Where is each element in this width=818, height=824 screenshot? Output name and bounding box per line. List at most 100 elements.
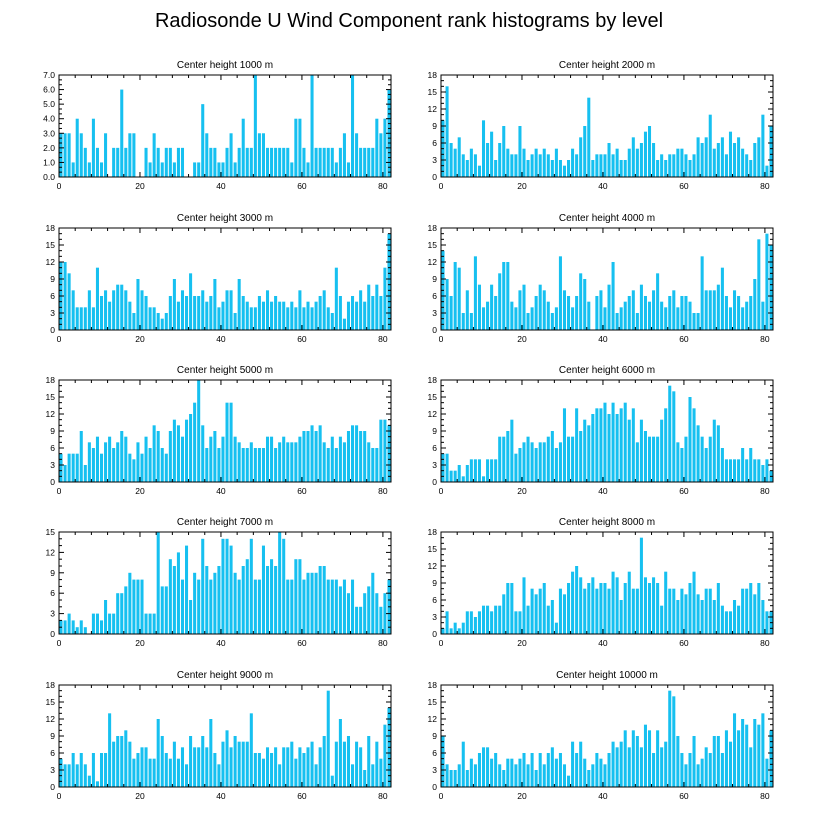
histogram-bar — [265, 566, 270, 634]
histogram-bar — [95, 613, 99, 634]
histogram-bar — [290, 442, 294, 482]
y-tick-label: 3 — [432, 460, 437, 470]
histogram-bar — [522, 577, 526, 634]
histogram-bar — [221, 538, 225, 634]
histogram-bar — [700, 143, 704, 177]
histogram-bar — [575, 408, 579, 482]
histogram-bar — [522, 148, 526, 177]
histogram-bar — [587, 583, 591, 634]
histogram-bar — [558, 160, 562, 177]
histogram-bar — [375, 593, 379, 634]
histogram-bar — [627, 419, 631, 482]
histogram-bar — [522, 284, 526, 330]
histogram-bar — [603, 402, 607, 482]
histogram-bar — [185, 419, 189, 482]
histogram-bar — [595, 588, 599, 634]
histogram-bar — [310, 741, 314, 787]
histogram-bar — [575, 154, 579, 177]
histogram-bar — [140, 453, 144, 482]
histogram-bar — [623, 583, 627, 634]
histogram-bar — [684, 594, 688, 634]
histogram-bar — [575, 566, 579, 634]
histogram-bar — [526, 313, 530, 330]
histogram-bar — [99, 453, 104, 482]
histogram-bar — [245, 301, 249, 330]
histogram-bar — [473, 459, 477, 482]
histogram-bar — [140, 747, 144, 787]
histogram-bar — [290, 162, 294, 177]
histogram-bar — [615, 414, 619, 482]
histogram-bar — [152, 133, 156, 177]
histogram-bar — [298, 118, 302, 177]
histogram-bar — [241, 118, 245, 177]
histogram-bar — [712, 419, 716, 482]
histogram-bar — [249, 147, 253, 177]
histogram-bar — [757, 459, 761, 482]
histogram-bar — [104, 133, 108, 177]
histogram-bar — [253, 307, 257, 330]
histogram-bar — [712, 148, 716, 177]
histogram-bar — [745, 588, 749, 634]
y-tick-label: 18 — [428, 375, 438, 385]
histogram-bar — [571, 741, 575, 787]
histogram-bar — [728, 307, 733, 330]
y-tick-label: 15 — [428, 697, 438, 707]
histogram-bar — [322, 566, 326, 634]
histogram-bar — [75, 307, 79, 330]
histogram-bar — [104, 442, 108, 482]
histogram-bar — [587, 301, 591, 330]
histogram-bar — [270, 753, 274, 787]
y-tick-label: 0 — [50, 629, 55, 639]
histogram-bar — [79, 753, 83, 787]
histogram-bar — [282, 301, 286, 330]
x-tick-label: 0 — [57, 334, 62, 344]
panel-title: Center height 1000 m — [177, 60, 273, 71]
histogram-bar — [550, 600, 554, 634]
histogram-bar — [656, 160, 660, 177]
histogram-bar — [193, 747, 197, 787]
y-tick-label: 6 — [50, 291, 55, 301]
histogram-bar — [473, 617, 477, 634]
histogram-bar — [310, 75, 314, 177]
histogram-bar — [318, 566, 322, 634]
histogram-bar — [71, 290, 75, 330]
y-tick-label: 2.0 — [43, 143, 55, 153]
histogram-bar — [355, 741, 359, 787]
panel-title: Center height 5000 m — [177, 365, 273, 376]
histogram-bar — [457, 764, 461, 787]
histogram-bar — [63, 764, 67, 787]
histogram-bar — [733, 290, 737, 330]
histogram-bar — [498, 143, 502, 177]
histogram-bar — [635, 442, 639, 482]
histogram-bar — [160, 586, 164, 634]
histogram-bar — [261, 133, 265, 177]
x-tick-label: 20 — [135, 486, 145, 496]
histogram-bar — [128, 572, 132, 634]
x-tick-label: 80 — [378, 638, 388, 648]
histogram-bar — [342, 133, 346, 177]
histogram-bar — [550, 160, 554, 177]
histogram-bar — [99, 296, 104, 330]
histogram-bar — [322, 290, 326, 330]
histogram-bar — [449, 628, 453, 634]
histogram-bar — [346, 301, 351, 330]
histogram-bar — [457, 465, 461, 482]
x-tick-label: 60 — [679, 181, 689, 191]
plot-frame — [58, 531, 392, 635]
x-tick-label: 20 — [135, 638, 145, 648]
histogram-bar — [720, 137, 724, 177]
histogram-bar — [342, 741, 346, 787]
histogram-bar — [128, 133, 132, 177]
histogram-bar — [359, 431, 363, 482]
histogram-bar — [595, 753, 599, 787]
histogram-bar — [510, 154, 514, 177]
histogram-bar — [680, 448, 684, 482]
histogram-bar — [737, 137, 741, 177]
histogram-bar — [120, 284, 124, 330]
histogram-bar — [338, 436, 342, 482]
histogram-bar — [383, 118, 387, 177]
histogram-bar — [546, 753, 550, 787]
histogram-bar — [298, 747, 302, 787]
histogram-bar — [753, 594, 757, 634]
histogram-bar — [274, 747, 278, 787]
